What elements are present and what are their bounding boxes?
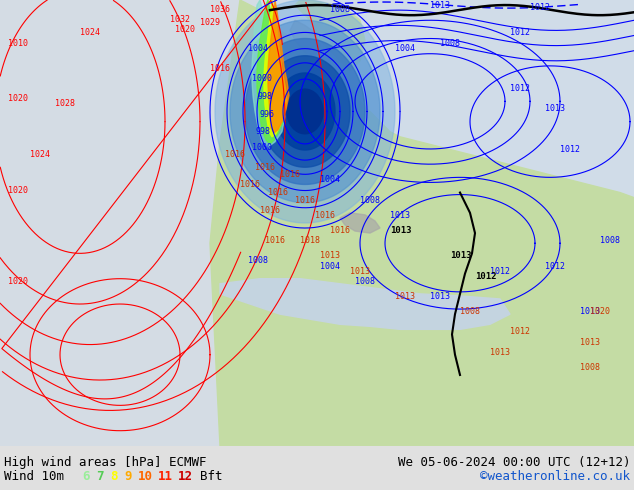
Text: 1013: 1013: [390, 211, 410, 220]
Polygon shape: [275, 73, 335, 150]
Text: 1012: 1012: [475, 271, 496, 281]
Text: 1013: 1013: [430, 1, 450, 10]
Text: 1013: 1013: [580, 307, 600, 316]
Text: 6: 6: [82, 470, 89, 484]
Text: 1004: 1004: [395, 44, 415, 52]
Text: 1000: 1000: [252, 143, 272, 152]
Polygon shape: [250, 147, 355, 208]
Text: 1032: 1032: [170, 15, 190, 24]
Polygon shape: [245, 39, 365, 184]
Text: 8: 8: [110, 470, 117, 484]
Text: 1024: 1024: [30, 150, 50, 159]
Text: 1004: 1004: [248, 44, 268, 52]
Text: 998: 998: [256, 127, 271, 136]
Text: Wind 10m: Wind 10m: [4, 470, 64, 484]
Polygon shape: [220, 279, 510, 329]
Text: 1012: 1012: [560, 145, 580, 154]
Text: 1008: 1008: [440, 39, 460, 48]
Polygon shape: [215, 255, 270, 314]
Polygon shape: [295, 0, 365, 71]
Text: 1012: 1012: [545, 262, 565, 270]
Text: 1016: 1016: [330, 226, 350, 235]
Text: 1012: 1012: [510, 327, 530, 337]
Polygon shape: [264, 0, 287, 137]
Text: 998: 998: [258, 92, 273, 101]
Text: 1013: 1013: [320, 251, 340, 260]
Polygon shape: [257, 0, 286, 144]
Text: Bft: Bft: [200, 470, 223, 484]
Text: 1016: 1016: [315, 211, 335, 220]
Text: 1016: 1016: [265, 236, 285, 245]
Text: 1028: 1028: [55, 99, 75, 108]
Text: 1013: 1013: [350, 267, 370, 275]
Text: 1012: 1012: [510, 84, 530, 93]
Text: 1016: 1016: [210, 64, 230, 73]
Polygon shape: [260, 56, 350, 167]
Text: 1016: 1016: [268, 188, 288, 196]
Text: 1016: 1016: [225, 150, 245, 159]
Text: 1020: 1020: [8, 277, 28, 286]
Text: 1008: 1008: [330, 5, 350, 14]
Text: 1016: 1016: [295, 196, 315, 205]
Text: 1008: 1008: [360, 196, 380, 205]
Text: 12: 12: [178, 470, 193, 484]
Text: 1012: 1012: [490, 267, 510, 275]
Text: 1008: 1008: [600, 236, 620, 245]
Text: 1010: 1010: [8, 39, 28, 48]
Polygon shape: [215, 0, 395, 223]
Text: 1013: 1013: [580, 338, 600, 346]
Text: 10: 10: [138, 470, 153, 484]
Text: 1004: 1004: [320, 175, 340, 184]
Text: 1016: 1016: [255, 163, 275, 172]
Text: 1013: 1013: [545, 104, 565, 114]
Text: 1024: 1024: [80, 28, 100, 37]
Text: 1020: 1020: [175, 25, 195, 34]
Text: 1012: 1012: [530, 3, 550, 12]
Polygon shape: [230, 20, 380, 203]
Text: 1013: 1013: [490, 348, 510, 357]
Polygon shape: [268, 46, 295, 81]
Text: 1013: 1013: [450, 251, 472, 260]
Text: High wind areas [hPa] ECMWF: High wind areas [hPa] ECMWF: [4, 456, 207, 469]
Text: 1000: 1000: [252, 74, 272, 83]
Text: 11: 11: [158, 470, 173, 484]
Text: We 05-06-2024 00:00 UTC (12+12): We 05-06-2024 00:00 UTC (12+12): [398, 456, 630, 469]
Polygon shape: [252, 0, 285, 147]
Text: 9: 9: [124, 470, 131, 484]
Text: 1008: 1008: [580, 363, 600, 372]
Text: 1029: 1029: [200, 18, 220, 27]
Text: 1012: 1012: [510, 28, 530, 37]
Text: 1016: 1016: [240, 180, 260, 190]
Text: 1020: 1020: [590, 307, 610, 316]
Text: 1008: 1008: [248, 256, 268, 266]
Text: 1008: 1008: [460, 307, 480, 316]
Polygon shape: [290, 20, 320, 56]
Text: 1020: 1020: [8, 186, 28, 195]
Text: 1013: 1013: [395, 292, 415, 301]
Text: 7: 7: [96, 470, 103, 484]
Text: 1016: 1016: [280, 171, 300, 179]
Text: 1016: 1016: [260, 206, 280, 215]
Bar: [0, 0, 260, 446]
Text: 996: 996: [260, 110, 275, 119]
Text: 1036: 1036: [210, 5, 230, 14]
Polygon shape: [210, 0, 634, 446]
Text: 1018: 1018: [300, 236, 320, 245]
Text: 1013: 1013: [390, 226, 411, 235]
Text: ©weatheronline.co.uk: ©weatheronline.co.uk: [480, 470, 630, 484]
Text: 1013: 1013: [430, 292, 450, 301]
Polygon shape: [287, 89, 323, 134]
Polygon shape: [268, 0, 289, 133]
Text: 1020: 1020: [8, 95, 28, 103]
Polygon shape: [340, 213, 380, 233]
Text: 1008: 1008: [355, 277, 375, 286]
Text: 1004: 1004: [320, 262, 340, 270]
